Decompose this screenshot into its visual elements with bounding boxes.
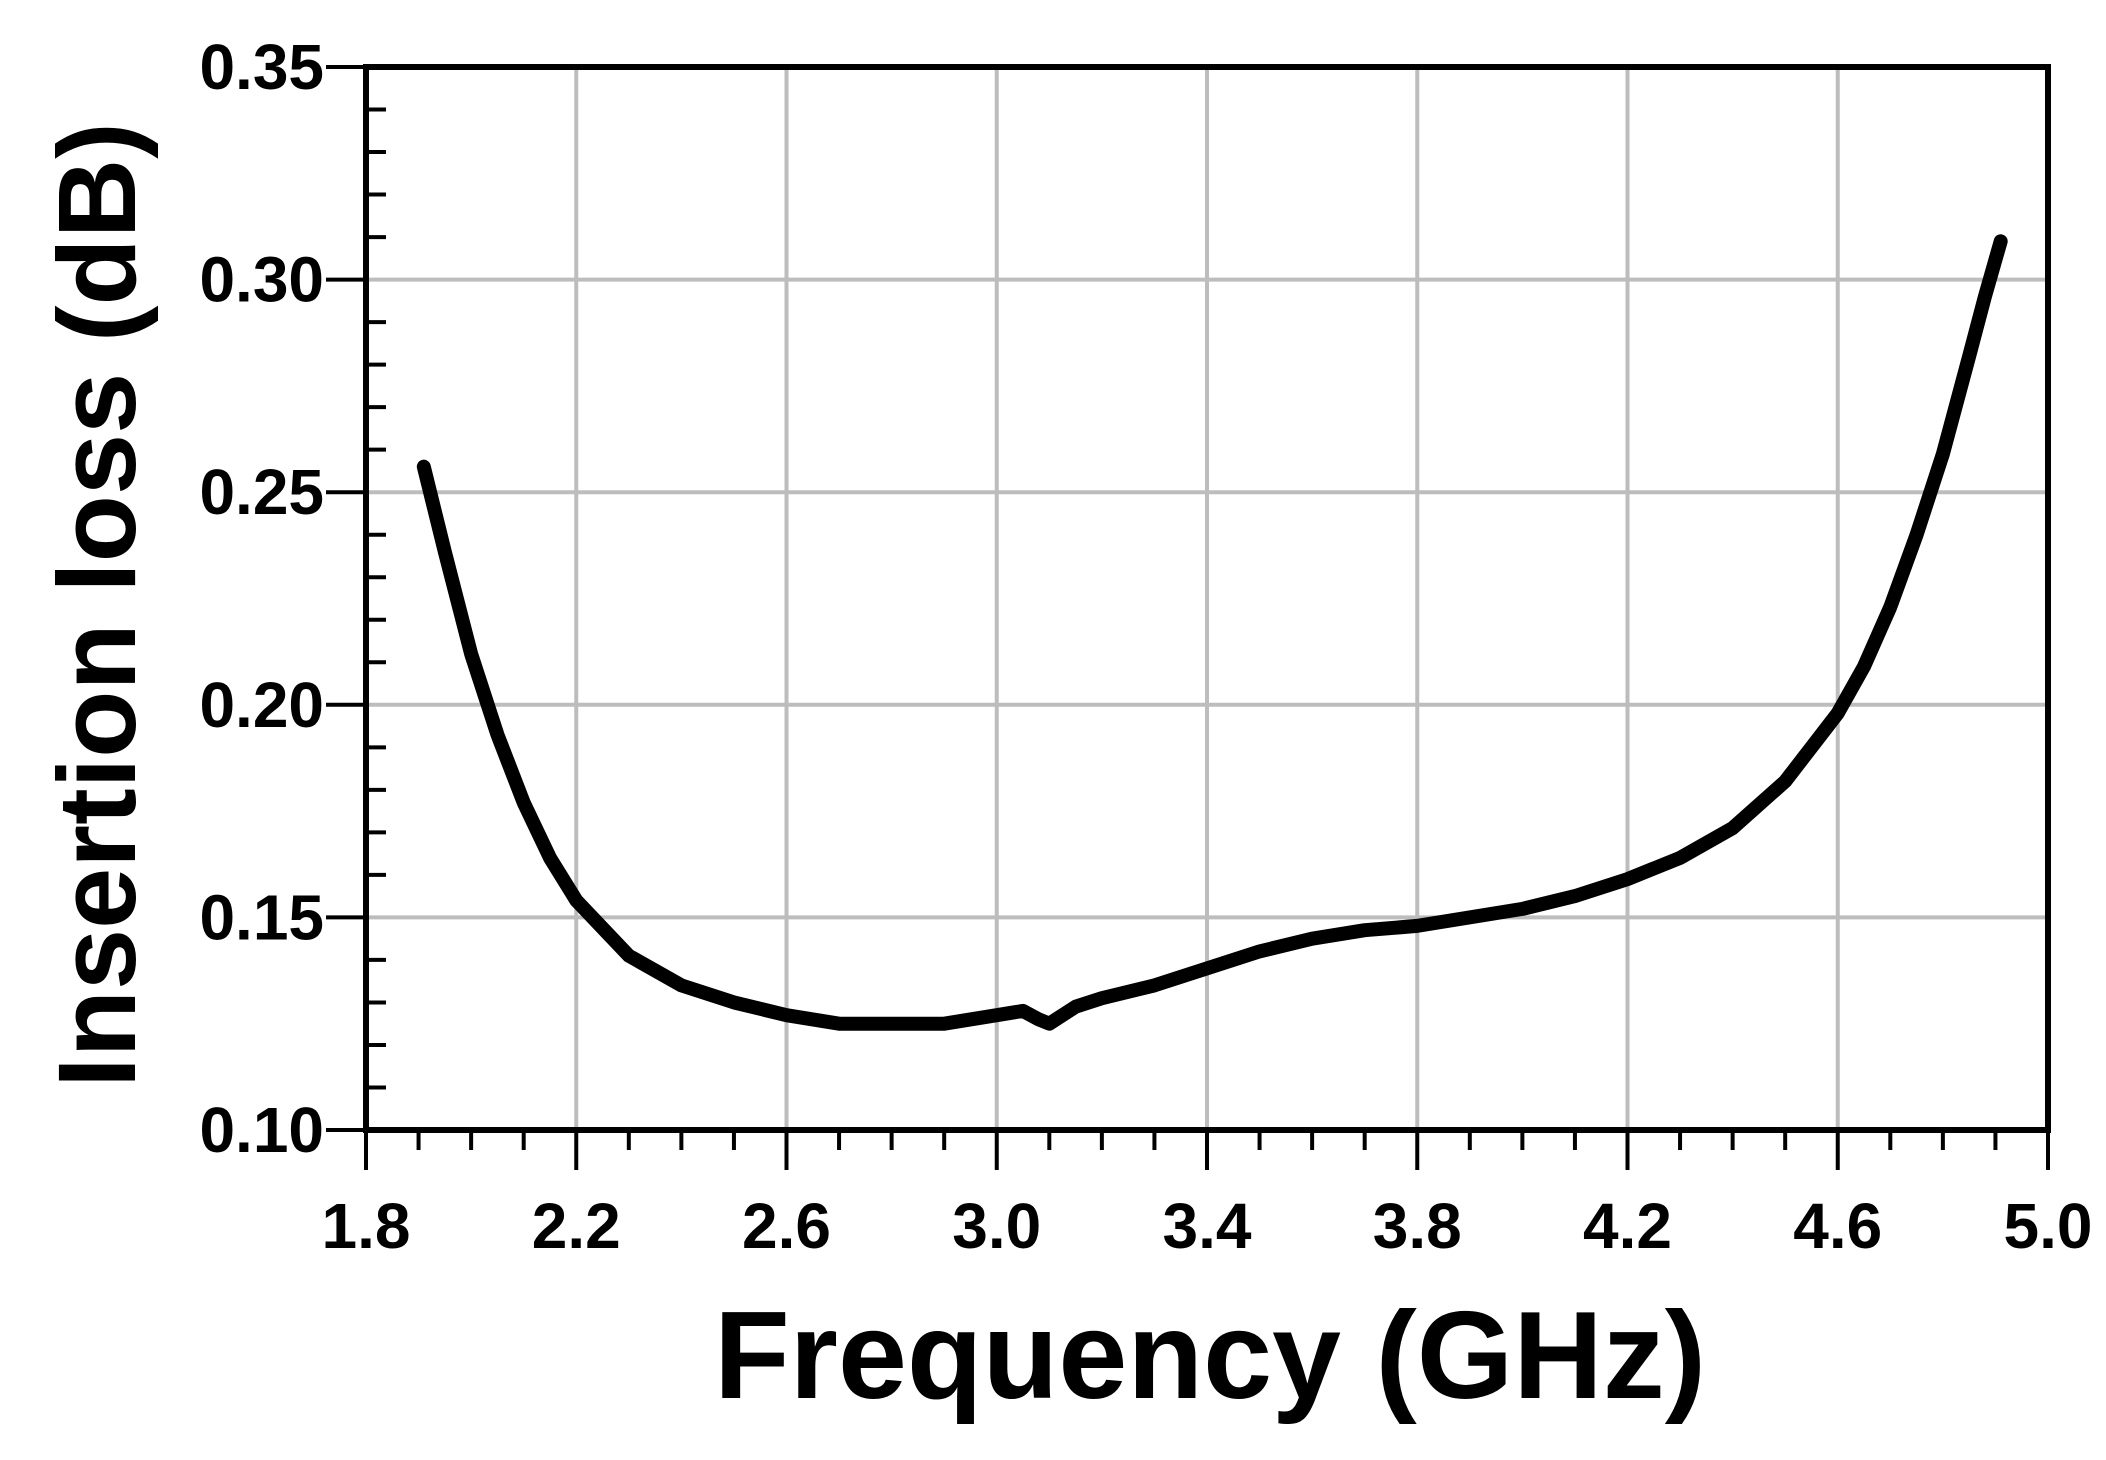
x-tick-label: 2.2	[532, 1190, 621, 1262]
x-tick-label: 4.2	[1583, 1190, 1672, 1262]
axis-ticks	[326, 65, 2050, 1170]
y-tick-label: 0.20	[199, 669, 324, 741]
x-tick-label: 3.8	[1373, 1190, 1462, 1262]
grid-lines	[366, 67, 2048, 1130]
series-layer	[416, 234, 2008, 1031]
y-tick-label: 0.30	[199, 244, 324, 316]
series-line	[416, 234, 2008, 1031]
y-axis-title: Insertion loss (dB)	[36, 122, 159, 1088]
y-tick-label: 0.10	[199, 1094, 324, 1166]
x-tick-label: 4.6	[1793, 1190, 1882, 1262]
y-tick-labels: 0.10 0.15 0.20 0.25 0.30 0.35	[199, 31, 324, 1166]
x-tick-label: 1.8	[322, 1190, 411, 1262]
x-tick-labels: 1.8 2.2 2.6 3.0 3.4 3.8 4.2 4.6 5.0	[322, 1190, 2093, 1262]
y-tick-label: 0.15	[199, 881, 324, 953]
x-tick-label: 3.4	[1163, 1190, 1252, 1262]
y-tick-label: 0.25	[199, 456, 324, 528]
x-tick-label: 5.0	[2004, 1190, 2093, 1262]
y-tick-label: 0.35	[199, 31, 324, 103]
x-tick-label: 2.6	[742, 1190, 831, 1262]
x-axis-title: Frequency (GHz)	[714, 1287, 1706, 1425]
x-tick-label: 3.0	[952, 1190, 1041, 1262]
